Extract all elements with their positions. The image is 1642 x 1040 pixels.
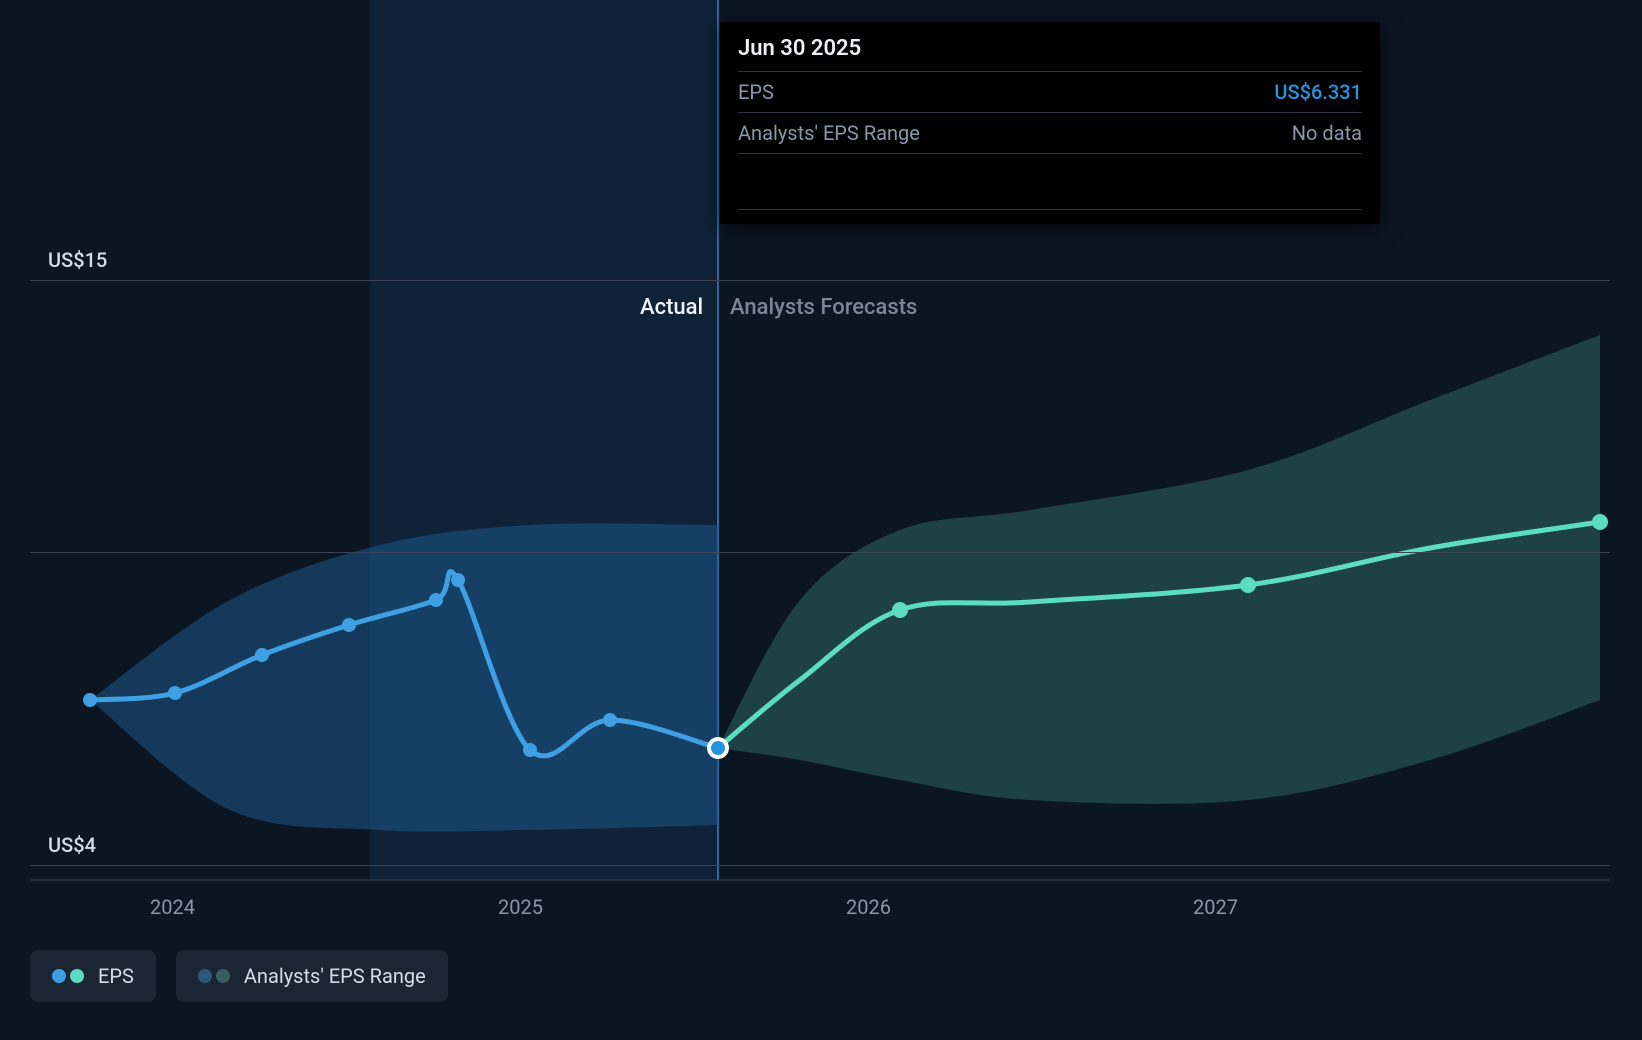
tooltip-spacer <box>738 154 1362 210</box>
gridline-mid <box>30 552 1610 553</box>
x-axis-label: 2027 <box>1193 895 1238 919</box>
y-axis-label: US$15 <box>48 248 107 272</box>
section-label-forecast: Analysts Forecasts <box>730 295 917 320</box>
legend-label: Analysts' EPS Range <box>244 964 426 988</box>
legend-item-eps[interactable]: EPS <box>30 950 156 1002</box>
range-actual-area <box>90 524 718 832</box>
tooltip-value: US$6.331 <box>1274 80 1362 104</box>
tooltip-label: Analysts' EPS Range <box>738 121 920 145</box>
tooltip-value: No data <box>1292 121 1362 145</box>
tooltip-row-eps: EPS US$6.331 <box>738 72 1362 113</box>
legend-marker-icon <box>198 969 230 983</box>
eps-chart[interactable]: US$15US$4 2024202520262027 Actual Analys… <box>30 0 1610 900</box>
gridline <box>30 865 1610 866</box>
legend-item-range[interactable]: Analysts' EPS Range <box>176 950 448 1002</box>
gridline <box>30 280 1610 281</box>
tooltip-row-range: Analysts' EPS Range No data <box>738 113 1362 154</box>
tooltip-label: EPS <box>738 80 774 104</box>
range-forecast-area <box>718 335 1600 804</box>
x-axis-label: 2025 <box>498 895 543 919</box>
legend-marker-icon <box>52 969 84 983</box>
x-axis-label: 2024 <box>150 895 195 919</box>
chart-legend: EPS Analysts' EPS Range <box>30 950 448 1002</box>
hover-marker-inner <box>711 741 725 755</box>
chart-tooltip: Jun 30 2025 EPS US$6.331 Analysts' EPS R… <box>720 22 1380 224</box>
tooltip-date: Jun 30 2025 <box>738 36 1362 72</box>
section-label-actual: Actual <box>640 295 703 320</box>
x-axis-label: 2026 <box>846 895 891 919</box>
y-axis-label: US$4 <box>48 833 96 857</box>
legend-label: EPS <box>98 964 134 988</box>
